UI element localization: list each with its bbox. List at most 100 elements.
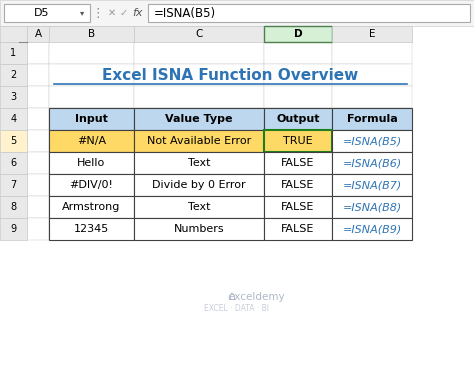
- Text: ⋮: ⋮: [92, 7, 104, 19]
- Text: E: E: [369, 29, 375, 39]
- Text: Not Available Error: Not Available Error: [147, 136, 251, 146]
- Text: TRUE: TRUE: [283, 136, 313, 146]
- Bar: [27, 64, 49, 86]
- Bar: [134, 196, 264, 218]
- Text: B: B: [88, 29, 95, 39]
- Bar: [264, 152, 332, 174]
- Bar: [27, 130, 49, 152]
- Text: D: D: [294, 29, 302, 39]
- Bar: [27, 174, 49, 196]
- Bar: [49, 174, 134, 196]
- Text: ✓: ✓: [120, 8, 128, 18]
- Text: Formula: Formula: [346, 114, 397, 124]
- Text: =ISNA(B5): =ISNA(B5): [342, 136, 401, 146]
- Bar: [264, 130, 332, 152]
- Bar: [49, 152, 134, 174]
- Bar: [49, 42, 134, 64]
- Bar: [332, 196, 412, 218]
- Bar: [134, 152, 264, 174]
- Bar: [134, 196, 264, 218]
- Bar: [134, 174, 264, 196]
- Bar: [0, 108, 27, 130]
- Bar: [49, 174, 134, 196]
- Bar: [134, 108, 264, 130]
- Bar: [0, 152, 27, 174]
- Bar: [0, 130, 27, 152]
- Text: ⌂: ⌂: [227, 290, 235, 303]
- Text: Divide by 0 Error: Divide by 0 Error: [152, 180, 246, 190]
- Bar: [134, 130, 264, 152]
- Bar: [332, 218, 412, 240]
- Text: =ISNA(B5): =ISNA(B5): [154, 7, 216, 19]
- Text: A: A: [35, 29, 42, 39]
- Bar: [49, 218, 134, 240]
- Bar: [264, 130, 332, 152]
- Bar: [332, 64, 412, 86]
- Bar: [134, 152, 264, 174]
- Bar: [134, 108, 264, 130]
- Bar: [49, 196, 134, 218]
- Text: 12345: 12345: [74, 224, 109, 234]
- Text: Value Type: Value Type: [165, 114, 233, 124]
- Bar: [0, 174, 27, 196]
- Bar: [27, 152, 49, 174]
- Bar: [49, 130, 134, 152]
- Bar: [332, 42, 412, 64]
- Bar: [0, 218, 27, 240]
- Text: FALSE: FALSE: [281, 180, 315, 190]
- Bar: [0, 42, 27, 64]
- Bar: [332, 26, 412, 42]
- Text: D5: D5: [34, 8, 50, 18]
- Bar: [27, 86, 49, 108]
- Text: =ISNA(B7): =ISNA(B7): [342, 180, 401, 190]
- Text: 7: 7: [10, 180, 17, 190]
- Text: Armstrong: Armstrong: [62, 202, 121, 212]
- Bar: [134, 64, 264, 86]
- Bar: [49, 108, 134, 130]
- Text: EXCEL · DATA · BI: EXCEL · DATA · BI: [204, 304, 270, 313]
- Bar: [264, 26, 332, 42]
- Bar: [332, 86, 412, 108]
- Text: FALSE: FALSE: [281, 224, 315, 234]
- Text: 1: 1: [10, 48, 17, 58]
- Bar: [0, 26, 27, 42]
- Text: Excel ISNA Function Overview: Excel ISNA Function Overview: [102, 67, 359, 82]
- Bar: [134, 218, 264, 240]
- Bar: [49, 196, 134, 218]
- Text: Output: Output: [276, 114, 320, 124]
- Text: =ISNA(B6): =ISNA(B6): [342, 158, 401, 168]
- Bar: [0, 64, 27, 86]
- Bar: [134, 26, 264, 42]
- Bar: [49, 152, 134, 174]
- Bar: [264, 108, 332, 130]
- Bar: [27, 42, 49, 64]
- Text: ✕: ✕: [108, 8, 116, 18]
- Text: Text: Text: [188, 158, 210, 168]
- Text: #DIV/0!: #DIV/0!: [70, 180, 113, 190]
- Text: FALSE: FALSE: [281, 158, 315, 168]
- Bar: [27, 26, 49, 42]
- Text: ▾: ▾: [80, 8, 84, 18]
- Bar: [49, 130, 134, 152]
- Bar: [332, 108, 412, 130]
- Bar: [134, 86, 264, 108]
- Text: fx: fx: [133, 8, 143, 18]
- Bar: [332, 108, 412, 130]
- Bar: [264, 86, 332, 108]
- Bar: [332, 218, 412, 240]
- Bar: [134, 42, 264, 64]
- Text: 3: 3: [10, 92, 17, 102]
- Text: Input: Input: [75, 114, 108, 124]
- Bar: [264, 218, 332, 240]
- Bar: [27, 196, 49, 218]
- Bar: [49, 26, 134, 42]
- Bar: [332, 152, 412, 174]
- Text: 5: 5: [10, 136, 17, 146]
- Bar: [49, 108, 134, 130]
- Bar: [0, 86, 27, 108]
- Bar: [332, 174, 412, 196]
- Bar: [264, 218, 332, 240]
- Bar: [332, 196, 412, 218]
- Bar: [134, 174, 264, 196]
- Bar: [332, 130, 412, 152]
